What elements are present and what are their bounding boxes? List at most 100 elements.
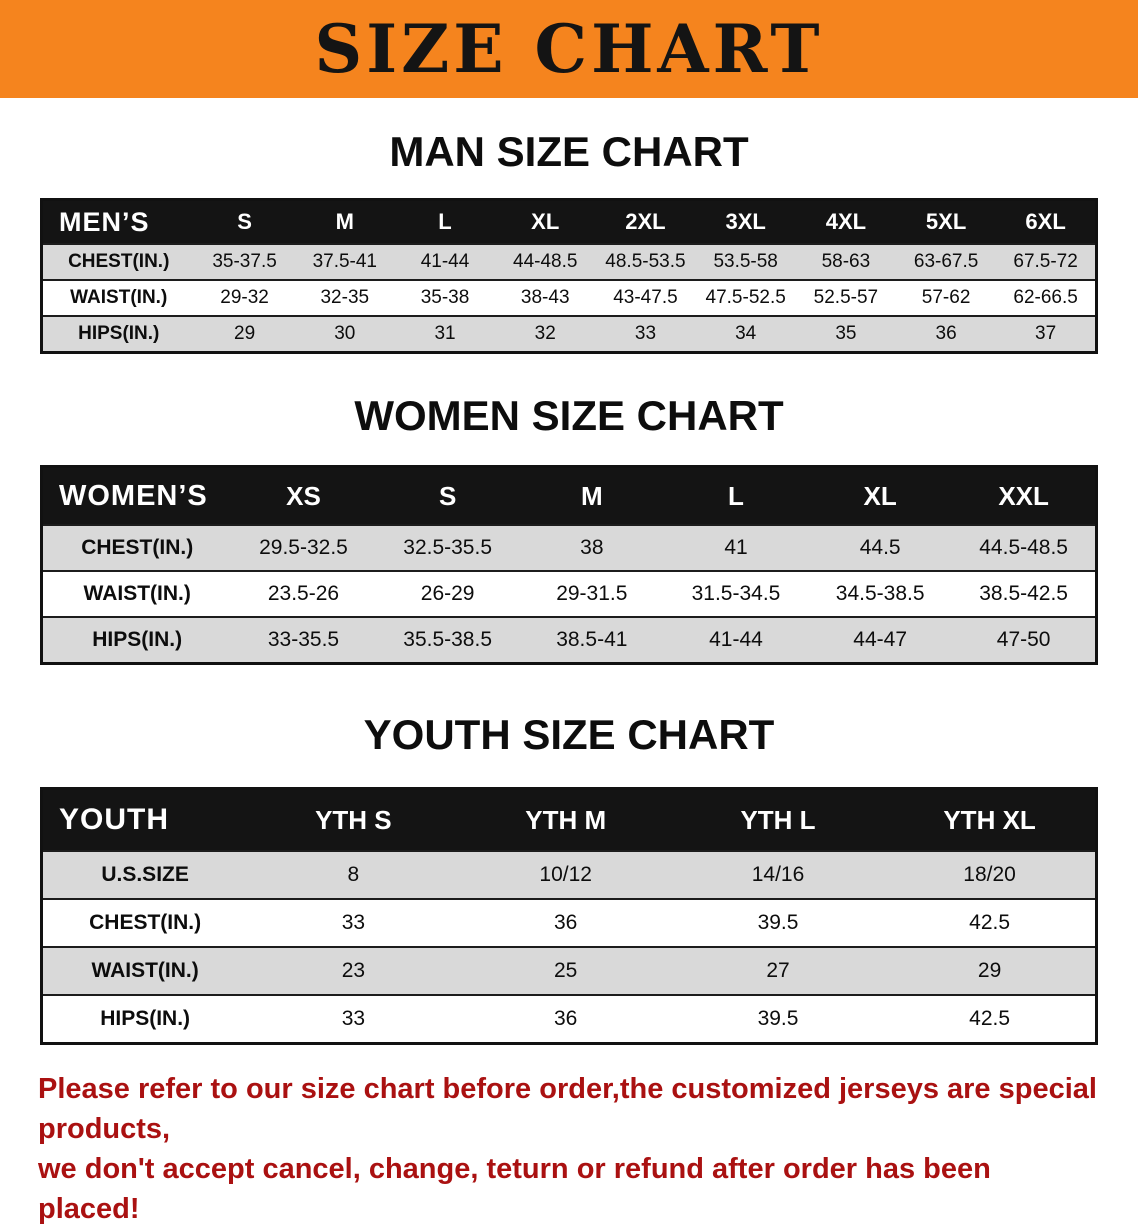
row-label: CHEST(IN.): [41, 525, 232, 571]
table-row: HIPS(IN.) 33-35.5 35.5-38.5 38.5-41 41-44 44-…: [41, 617, 1097, 664]
column-header: YTH XL: [884, 788, 1097, 851]
column-header: 4XL: [795, 199, 896, 244]
cell-value: 41-44: [663, 617, 809, 664]
women-size-section: WOMEN SIZE CHART WOMEN’S XS S M L XL XXL CHEST(…: [0, 392, 1138, 665]
table-row: WAIST(IN.) 23 25 27 29: [41, 947, 1097, 995]
table-row: WAIST(IN.) 29-32 32-35 35-38 38-43 43-47.5 47.…: [41, 280, 1097, 316]
youth-section-heading: YOUTH SIZE CHART: [363, 711, 775, 758]
cell-value: 44.5: [808, 525, 953, 571]
column-header: M: [519, 466, 664, 525]
cell-value: 44-48.5: [495, 244, 596, 280]
cell-value: 47-50: [952, 617, 1097, 664]
row-label: HIPS(IN.): [41, 316, 195, 353]
footer-notice: Please refer to our size chart before or…: [0, 1045, 1138, 1229]
row-label: WAIST(IN.): [70, 287, 168, 308]
cell-value: 14/16: [671, 851, 885, 899]
cell-value: 29.5-32.5: [231, 525, 376, 571]
cell-value: 29-32: [220, 287, 269, 308]
column-header: 5XL: [896, 199, 997, 244]
cell-value: 38: [519, 525, 664, 571]
cell-value: 33: [341, 911, 366, 934]
cell-value: 26-29: [420, 582, 475, 605]
column-header: S: [194, 199, 295, 244]
row-label: WAIST(IN.): [41, 947, 248, 995]
notice-line-2: we don't accept cancel, change, teturn o…: [38, 1153, 991, 1225]
cell-value: 34.5-38.5: [835, 582, 925, 605]
men-section-heading: MAN SIZE CHART: [389, 128, 749, 175]
header-row: MEN’S S M L XL 2XL 3XL 4XL 5XL 6XL: [41, 199, 1097, 244]
cell-value: 8: [247, 851, 460, 899]
notice-line-1: Please refer to our size chart before or…: [38, 1073, 1097, 1145]
row-label: WAIST(IN.): [83, 582, 191, 605]
column-header: XXL: [952, 466, 1097, 525]
column-header: 6XL: [996, 199, 1097, 244]
cell-value: 57-62: [921, 287, 971, 308]
table-row: CHEST(IN.) 29.5-32.5 32.5-35.5 38 41 44.5 44.5…: [41, 525, 1097, 571]
table-row: U.S.SIZE 8 10/12 14/16 18/20: [41, 851, 1097, 899]
cell-value: 63-67.5: [896, 244, 997, 280]
cell-value: 33: [341, 1007, 366, 1030]
cell-value: 35.5-38.5: [375, 617, 520, 664]
men-size-section: MAN SIZE CHART MEN’S S M L XL 2XL 3XL 4XL 5XL 6XL…: [0, 128, 1138, 354]
cell-value: 38-43: [520, 287, 570, 308]
column-header: L: [663, 466, 809, 525]
cell-value: 35: [795, 316, 896, 353]
cell-value: 35-38: [420, 287, 470, 308]
cell-value: 27: [671, 947, 885, 995]
men-size-table: MEN’S S M L XL 2XL 3XL 4XL 5XL 6XL CHEST(IN.) 35-37…: [40, 198, 1098, 354]
women-section-heading: WOMEN SIZE CHART: [354, 392, 784, 439]
banner: SIZE CHART: [0, 0, 1138, 98]
cell-value: 39.5: [757, 911, 799, 934]
column-header: 2XL: [595, 199, 696, 244]
column-header: S: [375, 466, 520, 525]
cell-value: 39.5: [757, 1007, 799, 1030]
cell-value: 37.5-41: [294, 244, 395, 280]
column-header: YTH S: [247, 788, 460, 851]
table-title-cell: WOMEN’S: [41, 466, 232, 525]
header-row: WOMEN’S XS S M L XL XXL: [41, 466, 1097, 525]
column-header: L: [394, 199, 496, 244]
cell-value: 36: [554, 1007, 578, 1030]
cell-value: 32-35: [320, 287, 370, 308]
cell-value: 62-66.5: [1013, 287, 1078, 308]
cell-value: 30: [294, 316, 395, 353]
column-header: 3XL: [695, 199, 796, 244]
cell-value: 67.5-72: [996, 244, 1097, 280]
cell-value: 44.5-48.5: [952, 525, 1097, 571]
table-title-cell: MEN’S: [41, 199, 195, 244]
cell-value: 32.5-35.5: [375, 525, 520, 571]
row-label: HIPS(IN.): [41, 617, 232, 664]
cell-value: 34: [695, 316, 796, 353]
cell-value: 31: [394, 316, 496, 353]
cell-value: 32: [495, 316, 596, 353]
table-title-cell: YOUTH: [41, 788, 248, 851]
cell-value: 42.5: [969, 911, 1011, 934]
cell-value: 29: [884, 947, 1097, 995]
table-row: HIPS(IN.) 33 36 39.5 42.5: [41, 995, 1097, 1044]
row-label: U.S.SIZE: [41, 851, 248, 899]
cell-value: 36: [554, 911, 578, 934]
cell-value: 18/20: [884, 851, 1097, 899]
cell-value: 37: [996, 316, 1097, 353]
table-row: CHEST(IN.) 35-37.5 37.5-41 41-44 44-48.5 48.5…: [41, 244, 1097, 280]
cell-value: 43-47.5: [613, 287, 678, 308]
cell-value: 52.5-57: [813, 287, 879, 308]
table-row: WAIST(IN.) 23.5-26 26-29 29-31.5 31.5-34.5 34…: [41, 571, 1097, 617]
column-header: XS: [231, 466, 376, 525]
cell-value: 53.5-58: [695, 244, 796, 280]
table-row: HIPS(IN.) 29 30 31 32 33 34 35 36 37: [41, 316, 1097, 353]
cell-value: 48.5-53.5: [595, 244, 696, 280]
cell-value: 33: [595, 316, 696, 353]
women-size-table: WOMEN’S XS S M L XL XXL CHEST(IN.) 29.5-32.5 32.5…: [40, 465, 1098, 665]
column-header: YTH M: [459, 788, 672, 851]
cell-value: 38.5-42.5: [979, 582, 1068, 605]
youth-size-section: YOUTH SIZE CHART YOUTH YTH S YTH M YTH L YTH…: [0, 711, 1138, 1045]
banner-title: SIZE CHART: [314, 10, 824, 88]
cell-value: 31.5-34.5: [691, 582, 781, 605]
cell-value: 23: [247, 947, 460, 995]
column-header: XL: [808, 466, 953, 525]
cell-value: 41: [663, 525, 809, 571]
cell-value: 35-37.5: [194, 244, 295, 280]
cell-value: 58-63: [795, 244, 896, 280]
cell-value: 36: [896, 316, 997, 353]
